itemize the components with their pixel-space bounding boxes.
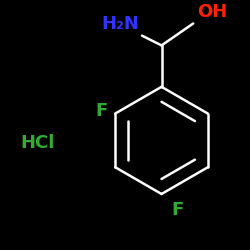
- Text: F: F: [171, 201, 183, 219]
- Text: HCl: HCl: [20, 134, 54, 152]
- Text: OH: OH: [197, 3, 227, 21]
- Text: H₂N: H₂N: [102, 15, 140, 33]
- Text: F: F: [96, 102, 108, 120]
